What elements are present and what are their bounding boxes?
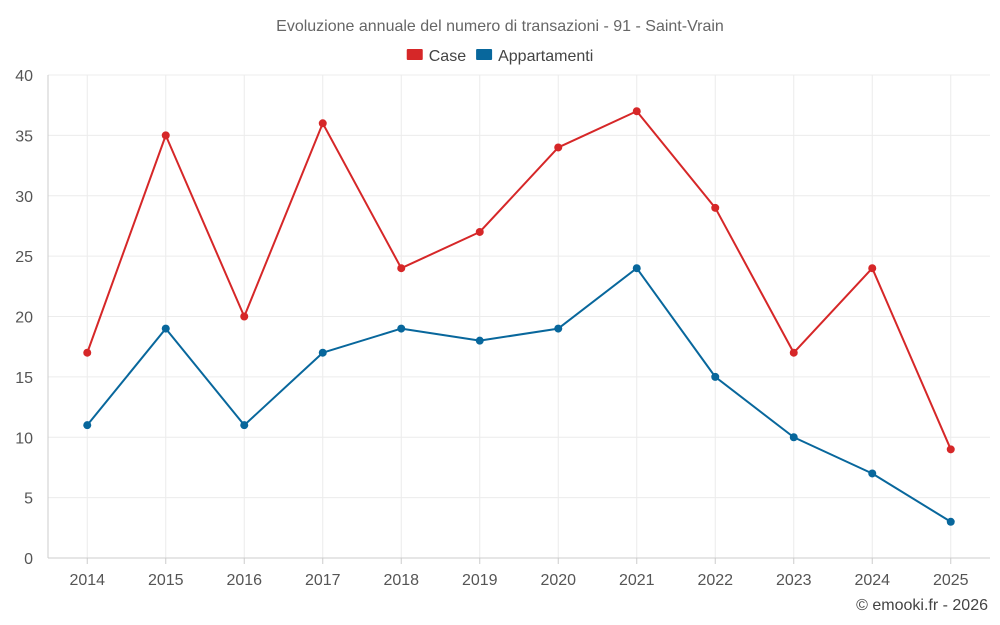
- data-point-case: [318, 119, 327, 128]
- data-point-appartamenti: [161, 324, 170, 333]
- data-point-case: [161, 131, 170, 140]
- y-tick-label: 30: [15, 189, 33, 206]
- data-point-case: [789, 348, 798, 357]
- data-point-appartamenti: [318, 348, 327, 357]
- data-point-case: [632, 107, 641, 116]
- y-tick-label: 35: [15, 128, 33, 145]
- data-point-case: [397, 264, 406, 273]
- data-point-appartamenti: [789, 433, 798, 442]
- y-tick-label: 15: [15, 370, 33, 387]
- legend-swatch: [476, 49, 493, 60]
- x-tick-label: 2018: [383, 572, 419, 589]
- series-line-appartamenti: [86, 267, 952, 523]
- x-tick-label: 2016: [226, 572, 262, 589]
- y-tick-label: 20: [15, 310, 33, 327]
- grid: [48, 74, 990, 559]
- y-tick-label: 0: [24, 551, 33, 568]
- x-tick-label: 2021: [619, 572, 655, 589]
- y-tick-label: 40: [15, 68, 33, 85]
- x-tick-label: 2023: [776, 572, 812, 589]
- data-point-appartamenti: [946, 517, 955, 526]
- legend-item-case: Case: [406, 48, 466, 65]
- data-point-case: [475, 227, 484, 236]
- x-tick-label: 2014: [69, 572, 105, 589]
- data-point-case: [554, 143, 563, 152]
- data-point-appartamenti: [397, 324, 406, 333]
- data-point-appartamenti: [554, 324, 563, 333]
- y-tick-label: 5: [24, 491, 33, 508]
- chart-title: Evoluzione annuale del numero di transaz…: [276, 18, 724, 35]
- series-group: [83, 107, 955, 526]
- series-line-case: [86, 110, 952, 450]
- data-point-appartamenti: [711, 372, 720, 381]
- y-tick-label: 10: [15, 430, 33, 447]
- x-tick-label: 2024: [854, 572, 890, 589]
- data-point-appartamenti: [83, 421, 92, 430]
- legend-label: Case: [429, 48, 466, 65]
- data-point-appartamenti: [632, 264, 641, 273]
- data-point-case: [240, 312, 249, 321]
- legend-item-appartamenti: Appartamenti: [476, 48, 593, 65]
- x-tick-label: 2017: [305, 572, 341, 589]
- x-tick-label: 2015: [148, 572, 184, 589]
- data-point-case: [946, 445, 955, 454]
- legend-swatch: [406, 49, 423, 60]
- x-tick-label: 2020: [540, 572, 576, 589]
- data-point-case: [711, 203, 720, 212]
- x-tick-label: 2025: [933, 572, 969, 589]
- x-tick-label: 2022: [697, 572, 733, 589]
- data-point-appartamenti: [240, 421, 249, 430]
- y-tick-label: 25: [15, 249, 33, 266]
- data-point-appartamenti: [475, 336, 484, 345]
- legend-label: Appartamenti: [498, 48, 593, 65]
- copyright-credit: © emooki.fr - 2026: [856, 597, 988, 614]
- data-point-appartamenti: [868, 469, 877, 478]
- legend: Case Appartamenti: [406, 48, 593, 65]
- x-tick-label: 2019: [462, 572, 498, 589]
- data-point-case: [868, 264, 877, 273]
- data-point-case: [83, 348, 92, 357]
